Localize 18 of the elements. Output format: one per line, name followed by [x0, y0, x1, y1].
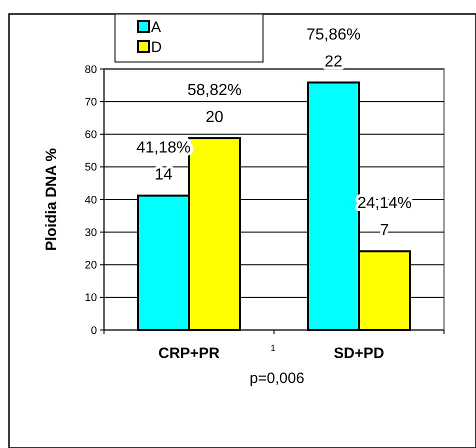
- legend-label: D: [151, 39, 162, 56]
- y-tick-label: 20: [84, 260, 97, 272]
- y-axis-title: Ploidia DNA %: [43, 148, 60, 251]
- x-tick-label: SD+PD: [334, 345, 384, 362]
- y-tick-label: 70: [84, 96, 97, 108]
- y-tick-label: 50: [84, 162, 97, 174]
- text: p=0,006: [250, 370, 304, 387]
- data-label: 75,86% 22: [306, 26, 361, 71]
- x-tick-label: CRP+PR: [158, 345, 220, 362]
- y-tick-label: 10: [84, 292, 97, 304]
- data-label: 58,82% 20: [187, 82, 242, 126]
- y-tick-label: 60: [84, 129, 97, 142]
- y-tick-label: 40: [84, 194, 97, 206]
- y-tick-label: 0: [90, 324, 97, 337]
- legend-label: A: [151, 19, 162, 36]
- y-tick-label: 80: [84, 64, 97, 76]
- y-tick-label: 30: [84, 226, 97, 239]
- text: 1: [270, 343, 276, 353]
